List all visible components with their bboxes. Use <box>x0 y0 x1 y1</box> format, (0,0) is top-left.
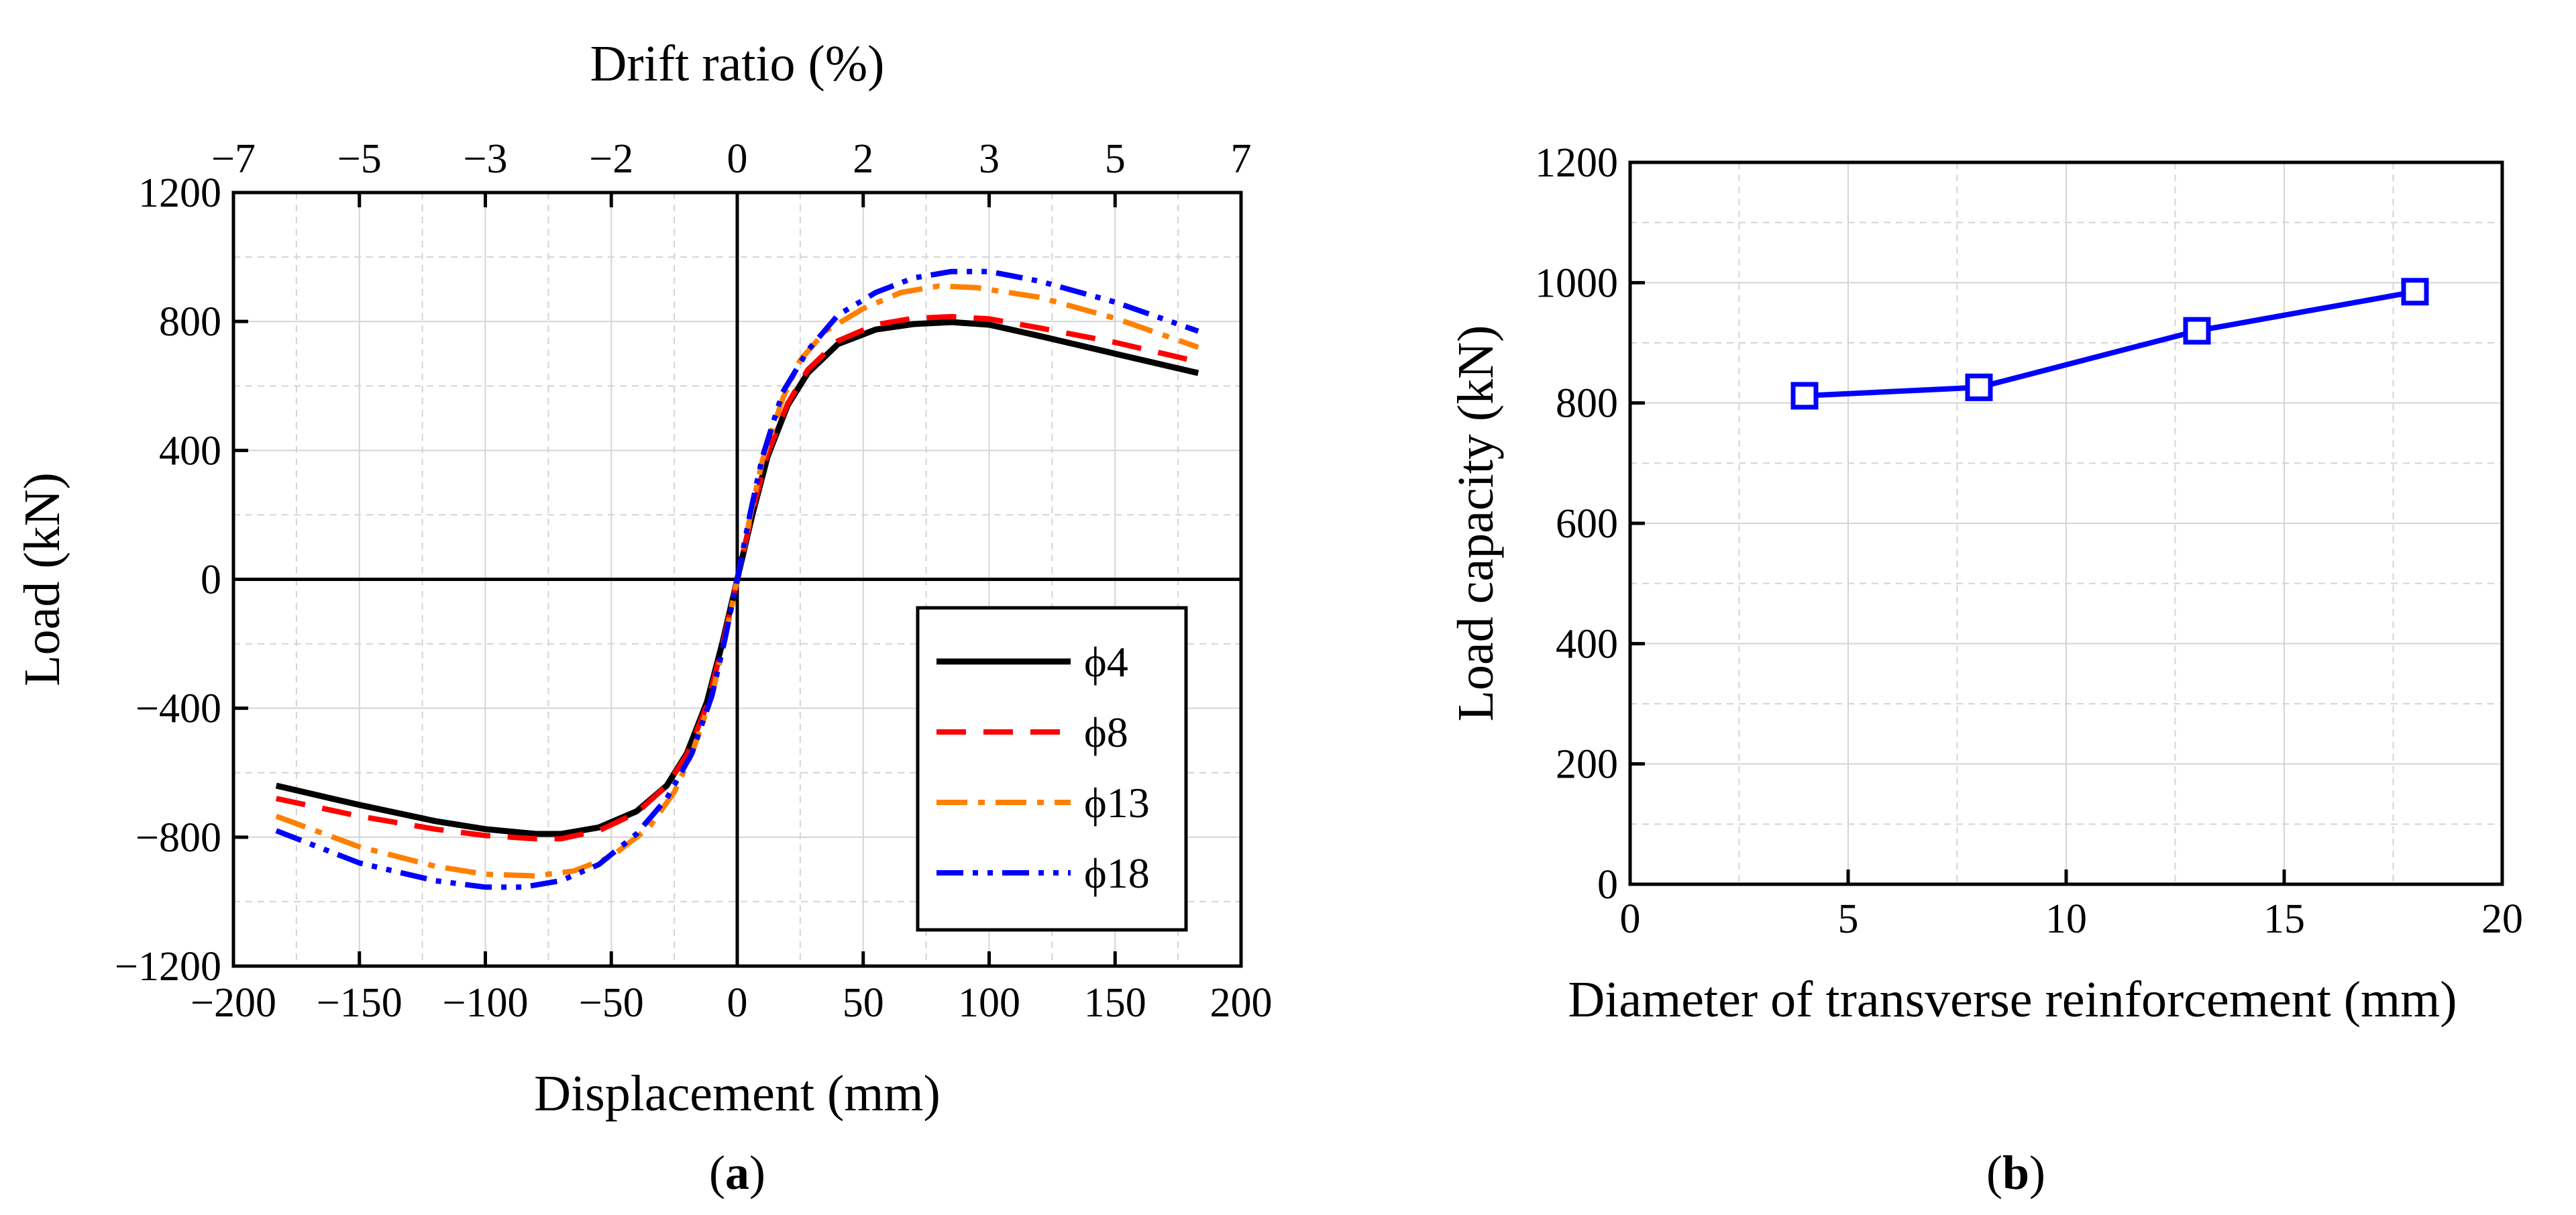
chart-a-x-tick-label: −150 <box>317 980 402 1026</box>
chart-b-grid <box>1630 162 2502 884</box>
chart-b-series-line <box>1804 288 2416 399</box>
chart-a-top-tick-label: 2 <box>853 136 873 182</box>
chart-a-x-tick-label: 0 <box>727 980 748 1026</box>
chart-b-x-tick-label: 10 <box>2045 896 2087 942</box>
chart-a-x-tick-label: 200 <box>1210 980 1273 1026</box>
chart-a-top-tick-label: 3 <box>979 136 1000 182</box>
chart-a-legend-label-3: ϕ13 <box>1084 779 1150 827</box>
chart-a-legend: ϕ4 ϕ8 ϕ13 ϕ18 <box>916 606 1188 932</box>
chart-a-top-tick-label: 7 <box>1231 136 1252 182</box>
panel-a-caption-open: ( <box>709 1146 725 1200</box>
chart-b-y-tick-label: 1000 <box>1535 260 1618 306</box>
chart-a-legend-label-4: ϕ18 <box>1084 849 1150 897</box>
panel-b-caption: (b) <box>1986 1146 2045 1200</box>
chart-a-y-tick-label: 1200 <box>138 170 221 216</box>
panel-a-caption-close: ) <box>749 1146 765 1200</box>
chart-a-x-axis-title: Displacement (mm) <box>534 1065 941 1122</box>
chart-a-x-tick-label: −50 <box>579 980 644 1026</box>
chart-a-top-tick-label: −7 <box>211 136 256 182</box>
chart-b-data-point <box>1965 373 1993 401</box>
chart-a-series-group <box>275 268 1199 890</box>
chart-b-x-tick-label: 15 <box>2263 896 2305 942</box>
chart-b-series-group <box>1790 278 2429 410</box>
chart-a-top-tick-label: 5 <box>1105 136 1126 182</box>
chart-b-y-tick-label: 0 <box>1597 862 1618 908</box>
chart-a-y-tick-label: −1200 <box>115 944 221 990</box>
chart-a-legend-label-2: ϕ8 <box>1084 708 1128 756</box>
chart-a-top-axis-title: Drift ratio (%) <box>590 36 885 92</box>
chart-b-y-tick-label: 200 <box>1556 742 1618 788</box>
chart-a-x-tick-label: 150 <box>1084 980 1146 1026</box>
chart-a-x-tick-label: 50 <box>843 980 884 1026</box>
chart-b-data-point <box>1790 382 1819 410</box>
chart-b-x-tick-label: 0 <box>1620 896 1641 942</box>
chart-a-y-tick-label: 800 <box>159 299 221 345</box>
panel-a-caption-letter: a <box>725 1146 749 1200</box>
chart-a-legend-label-1: ϕ4 <box>1084 638 1128 686</box>
chart-a-top-tick-label: −5 <box>337 136 382 182</box>
panel-b-caption-open: ( <box>1986 1146 2002 1200</box>
chart-b-x-tick-label: 5 <box>1838 896 1859 942</box>
chart-b-data-point <box>2401 278 2429 306</box>
chart-b-y-tick-label: 800 <box>1556 381 1618 427</box>
chart-a-y-tick-label: −800 <box>136 815 221 861</box>
chart-a-series-line-4 <box>275 268 1199 890</box>
chart-a-x-tick-label: 100 <box>958 980 1020 1026</box>
chart-a-x-tick-label: −100 <box>443 980 529 1026</box>
chart-b-y-tick-label: 1200 <box>1535 140 1618 186</box>
chart-a-top-tick-label: −2 <box>589 136 633 182</box>
chart-a-y-axis-title: Load (kN) <box>14 472 70 686</box>
chart-b-data-point <box>2183 317 2211 345</box>
chart-a-top-tick-label: −3 <box>464 136 508 182</box>
panel-b-caption-letter: b <box>2002 1146 2029 1200</box>
chart-b-x-axis-title: Diameter of transverse reinforcement (mm… <box>1568 971 2457 1028</box>
chart-b-y-tick-label: 400 <box>1556 621 1618 667</box>
chart-a-ticks: −200 −150 −100 −50 0 50 100 150 200 −7 −5 −3 −2 0 2 3 5 7… <box>115 136 1272 1026</box>
chart-a-y-tick-label: −400 <box>136 686 221 732</box>
chart-b-y-tick-label: 600 <box>1556 501 1618 547</box>
chart-b-x-tick-label: 20 <box>2481 896 2523 942</box>
chart-a-y-tick-label: 400 <box>159 428 221 474</box>
chart-a-top-tick-label: 0 <box>727 136 748 182</box>
chart-b-y-axis-title: Load capacity (kN) <box>1448 325 1504 722</box>
panel-b-caption-close: ) <box>2029 1146 2045 1200</box>
chart-panel-a: −200 −150 −100 −50 0 50 100 150 200 −7 −5 −3 −2 0 2 3 5 7… <box>14 36 1273 1200</box>
chart-a-y-tick-label: 0 <box>201 558 221 603</box>
chart-a-x-tick-label: −200 <box>191 980 276 1026</box>
panel-a-caption: (a) <box>709 1146 765 1200</box>
